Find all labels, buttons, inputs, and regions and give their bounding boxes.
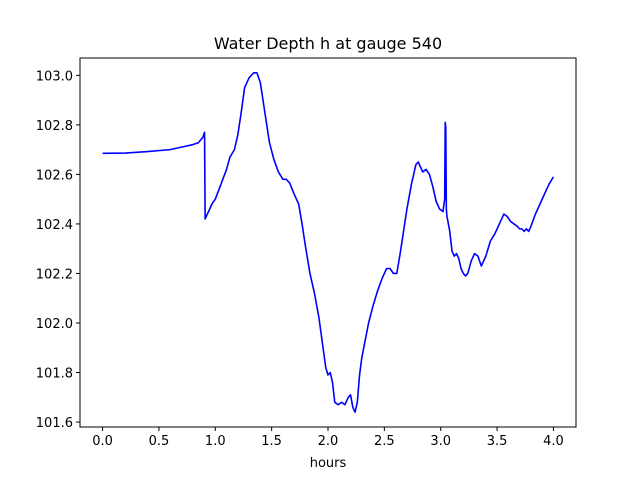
y-tick-label: 102.6 [36, 168, 73, 183]
y-tick-label: 103.0 [36, 69, 73, 84]
x-axis-ticks: 0.0 0.5 1.0 1.5 2.0 2.5 3.0 3.5 4.0 [92, 427, 564, 449]
x-axis-label: hours [310, 456, 347, 471]
plot-area [102, 72, 555, 413]
x-tick-label: 2.5 [374, 434, 395, 449]
x-tick-label: 3.0 [430, 434, 451, 449]
y-tick-label: 102.0 [36, 317, 73, 332]
x-tick-label: 1.0 [205, 434, 226, 449]
x-tick-label: 0.0 [92, 434, 113, 449]
x-tick-label: 0.5 [149, 434, 170, 449]
y-tick-label: 101.8 [36, 367, 73, 382]
y-tick-label: 102.8 [36, 119, 73, 134]
y-axis-ticks: 101.6 101.8 102.0 102.2 102.4 102.6 102.8 103.0 [36, 69, 80, 431]
x-tick-label: 4.0 [543, 434, 564, 449]
y-tick-label: 102.4 [36, 218, 73, 233]
y-tick-label: 102.2 [36, 267, 73, 282]
chart-title: Water Depth h at gauge 540 [214, 34, 442, 53]
x-tick-label: 2.0 [318, 434, 339, 449]
axes-frame [79, 57, 577, 428]
series-line-0 [102, 72, 555, 413]
y-tick-label: 101.6 [36, 416, 73, 431]
x-tick-label: 3.5 [487, 434, 508, 449]
x-tick-label: 1.5 [261, 434, 282, 449]
